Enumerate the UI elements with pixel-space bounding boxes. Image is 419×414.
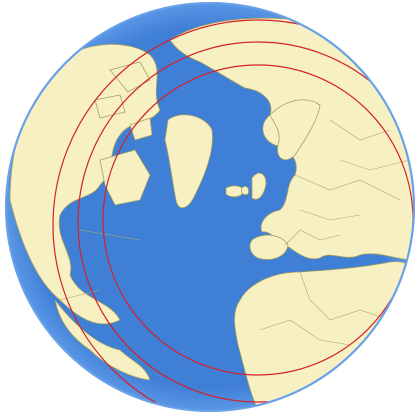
hudson-area [99,149,151,206]
range-rings [52,19,413,410]
central-america [54,299,151,381]
scandinavia [269,99,321,161]
british-isles [241,172,267,200]
africa [234,261,413,410]
range-ring-inner [102,64,413,376]
iberia [249,234,289,260]
greenland [164,114,213,209]
country-borders [59,119,411,346]
range-ring-outer [52,19,413,410]
globe-rim [5,2,415,412]
north-america [9,43,161,325]
range-ring-middle [77,41,413,403]
